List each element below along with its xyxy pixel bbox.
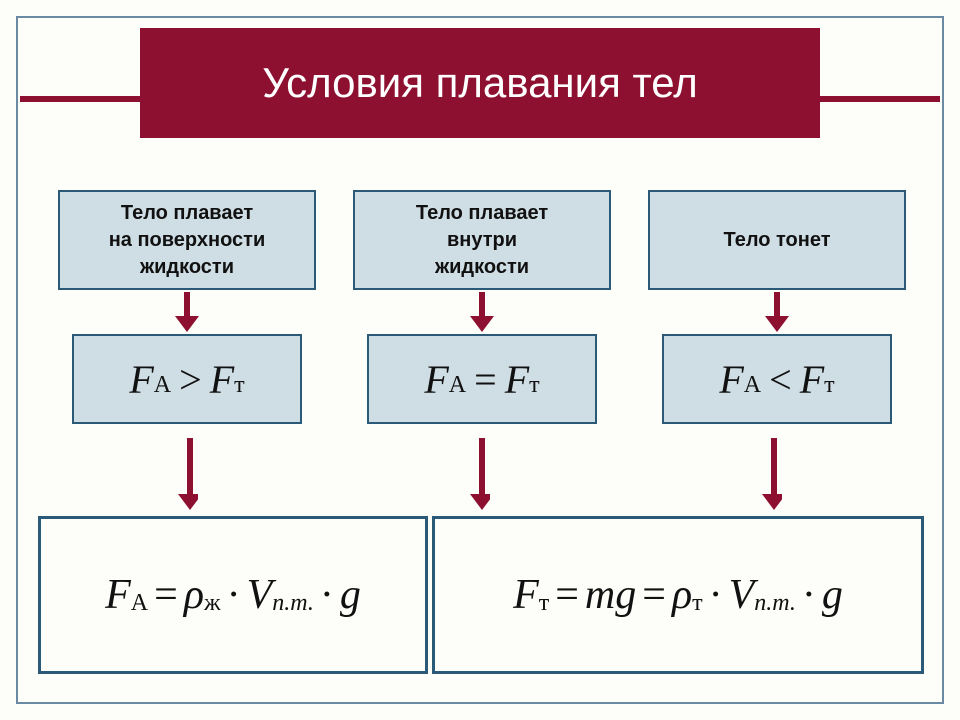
V-symbol: V — [729, 571, 755, 619]
lhs-base: F — [105, 571, 131, 619]
eq-op: = — [148, 571, 184, 619]
condition-box: Тело плавает внутри жидкости — [353, 190, 611, 290]
gravity-force-formula: Fт = mg = ρт · Vп.т. · g — [432, 516, 924, 674]
relation-formula: FA = Fт — [367, 334, 597, 424]
arrow-down-icon — [762, 438, 782, 510]
dot-op: · — [796, 571, 822, 619]
dot-op: · — [221, 571, 247, 619]
slide-frame: Условия плавания тел Тело плавает на пов… — [16, 16, 944, 704]
eq-op: = — [636, 571, 672, 619]
dot-op: · — [314, 571, 340, 619]
lhs-base: F — [513, 571, 539, 619]
condition-box: Тело тонет — [648, 190, 906, 290]
arrow-down-icon — [175, 292, 199, 332]
V-symbol: V — [247, 571, 273, 619]
Fa-sub: A — [449, 372, 466, 399]
arrow-down — [353, 290, 611, 334]
arrow-down — [58, 290, 316, 334]
Ft-base: F — [800, 356, 824, 403]
mg-symbol: mg — [585, 571, 636, 619]
relation-formula: FA < Fт — [662, 334, 892, 424]
g-symbol: g — [340, 571, 361, 619]
lhs-sub: A — [131, 590, 148, 617]
condition-box: Тело плавает на поверхности жидкости — [58, 190, 316, 290]
cond-line3: жидкости — [109, 254, 266, 281]
second-arrow-row — [18, 438, 942, 512]
rho-sub: т — [692, 590, 703, 617]
columns-row: Тело плавает на поверхности жидкости FA … — [58, 190, 906, 424]
relation-formula: FA > Fт — [72, 334, 302, 424]
eq-op: = — [549, 571, 585, 619]
cond-line1: Тело плавает — [416, 200, 548, 227]
slide-title: Условия плавания тел — [140, 28, 820, 138]
V-sub: п.т. — [272, 590, 314, 617]
relation-op: = — [466, 356, 505, 403]
bottom-formula-row: FA = ρж · Vп.т. · g Fт = mg = ρт · Vп.т.… — [38, 516, 924, 674]
archimedes-force-formula: FA = ρж · Vп.т. · g — [38, 516, 428, 674]
Fa-sub: A — [154, 372, 171, 399]
cond-line3: жидкости — [416, 254, 548, 281]
Ft-sub: т — [234, 372, 245, 399]
column-floats-inside: Тело плавает внутри жидкости FA = Fт — [353, 190, 611, 424]
Ft-base: F — [210, 356, 234, 403]
Fa-base: F — [719, 356, 743, 403]
relation-op: < — [761, 356, 800, 403]
relation-op: > — [171, 356, 210, 403]
Ft-sub: т — [824, 372, 835, 399]
arrow-down — [762, 438, 782, 512]
cond-line2: на поверхности — [109, 227, 266, 254]
arrow-down-icon — [765, 292, 789, 332]
rho-symbol: ρ — [184, 571, 204, 619]
rho-sub: ж — [204, 590, 221, 617]
arrow-down — [470, 438, 490, 512]
Ft-sub: т — [529, 372, 540, 399]
cond-line1: Тело плавает — [109, 200, 266, 227]
dot-op: · — [703, 571, 729, 619]
column-floats-on-surface: Тело плавает на поверхности жидкости FA … — [58, 190, 316, 424]
column-sinks: Тело тонет FA < Fт — [648, 190, 906, 424]
cond-line2: внутри — [416, 227, 548, 254]
title-text: Условия плавания тел — [262, 59, 698, 107]
Fa-base: F — [129, 356, 153, 403]
cond-line1: Тело тонет — [723, 227, 830, 254]
arrow-down-icon — [470, 292, 494, 332]
lhs-sub: т — [539, 590, 550, 617]
arrow-down — [648, 290, 906, 334]
arrow-down-icon — [470, 438, 490, 510]
arrow-down-icon — [178, 438, 198, 510]
Fa-base: F — [424, 356, 448, 403]
arrow-down — [178, 438, 198, 512]
g-symbol: g — [822, 571, 843, 619]
V-sub: п.т. — [754, 590, 796, 617]
Fa-sub: A — [744, 372, 761, 399]
Ft-base: F — [505, 356, 529, 403]
rho-symbol: ρ — [672, 571, 692, 619]
